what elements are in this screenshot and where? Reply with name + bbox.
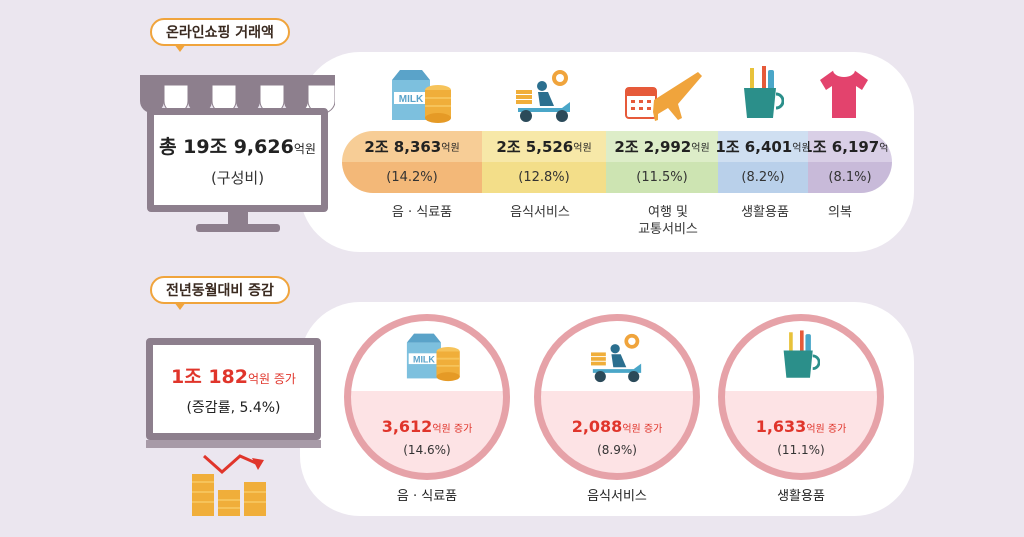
monitor-base	[196, 224, 280, 232]
toothbrush-cup-icon	[783, 330, 820, 378]
total-monitor: 총 19조 9,626억원 (구성비)	[147, 108, 328, 212]
increase-amount: 1조 182억원 증가	[171, 365, 296, 388]
delivery-scooter-icon	[591, 333, 642, 383]
category-label: 생활용품	[741, 205, 789, 220]
category-label: 의복	[828, 205, 852, 220]
calendar-airplane-icon	[625, 72, 702, 121]
category-label: 음식서비스	[510, 205, 570, 220]
monitor-stand	[228, 212, 248, 226]
increase-category-label: 생활용품	[777, 489, 825, 504]
category-label: 음 · 식료품	[391, 205, 453, 220]
category-label: 여행 및 교통서비스	[638, 205, 698, 237]
monitor-base	[146, 440, 321, 448]
section-title-shopping-volume: 온라인쇼핑 거래액	[150, 18, 290, 52]
toothbrush-cup-icon	[744, 66, 784, 118]
category-segment: 1조 6,197억원 (8.1%)	[808, 131, 892, 193]
coin-stacks-rising-icon	[192, 454, 266, 516]
increase-rate: (증감률, 5.4%)	[186, 399, 281, 416]
svg-text:MILK: MILK	[413, 354, 435, 364]
svg-text:MILK: MILK	[399, 94, 424, 105]
category-segment: 2조 5,526 억원 (12.8%)	[482, 131, 606, 193]
increase-monitor: 1조 182억원 증가 (증감률, 5.4%)	[146, 338, 321, 440]
section-title-yoy-change: 전년동월대비 증감	[150, 276, 290, 310]
milk-coins-icon: MILK	[392, 70, 451, 123]
total-sub-label: (구성비)	[210, 169, 265, 187]
category-segment: 1조 6,401 억원 (8.2%)	[715, 131, 811, 193]
increase-circle: 3,612억원 증가 (14.6%)	[344, 314, 510, 480]
category-segment: 2조 2,992 억원 (11.5%)	[606, 131, 718, 193]
delivery-scooter-icon	[516, 70, 570, 122]
category-segment: 2조 8,363 억원 (14.2%)	[342, 131, 482, 193]
increase-category-label: 음식서비스	[587, 489, 647, 504]
increase-category-label: 음 · 식료품	[396, 489, 458, 504]
total-amount: 총 19조 9,626억원	[159, 136, 316, 158]
milk-coins-icon: MILK	[406, 333, 460, 382]
increase-circle: 2,088억원 증가 (8.9%)	[534, 314, 700, 480]
tshirt-icon	[820, 69, 868, 118]
store-awning-icon	[140, 75, 335, 113]
